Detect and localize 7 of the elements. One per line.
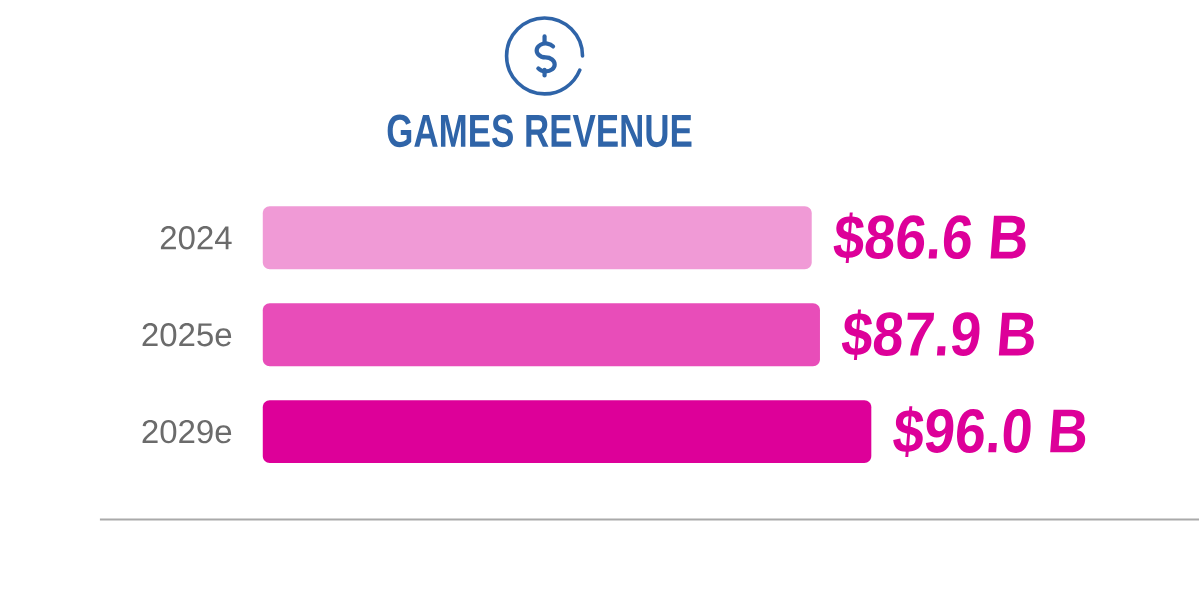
data-label: $87.9 B xyxy=(841,309,1034,361)
data-label: $96.0 B xyxy=(893,406,1086,458)
data-label: $86.6 B xyxy=(833,212,1026,264)
chart-title: GAMES REVENUE xyxy=(387,114,692,148)
y-tick-label: 2025e xyxy=(142,323,232,347)
y-tick-label: 2024 xyxy=(160,226,232,250)
y-tick-label: 2029e xyxy=(142,420,232,444)
